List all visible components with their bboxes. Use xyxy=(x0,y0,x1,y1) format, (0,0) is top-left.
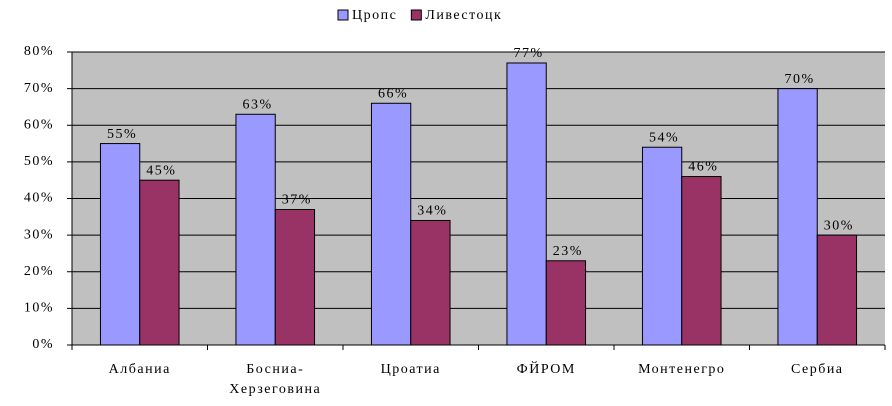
bar xyxy=(274,208,316,346)
bar xyxy=(410,219,451,346)
value-label: 23% xyxy=(553,244,583,259)
value-label: 77% xyxy=(514,46,544,61)
y-tick-label: 80% xyxy=(24,44,54,59)
value-label: 45% xyxy=(146,163,176,178)
x-tick-label: Босниа-Херзеговина xyxy=(229,362,322,397)
y-tick-label: 70% xyxy=(24,81,54,96)
x-tick-label: Цроатиа xyxy=(380,362,441,377)
x-tick-label: ФЙРОМ xyxy=(516,362,576,377)
value-label: 37% xyxy=(282,193,312,208)
y-tick-label: 50% xyxy=(24,154,54,169)
legend-swatch xyxy=(410,9,422,21)
value-label: 30% xyxy=(824,218,854,233)
bar xyxy=(681,176,722,346)
bar xyxy=(506,62,547,346)
bar xyxy=(777,88,818,346)
y-tick-label: 40% xyxy=(24,191,54,206)
x-tick-label: Сербиа xyxy=(790,362,844,377)
value-label: 63% xyxy=(243,97,273,112)
y-tick-label: 60% xyxy=(24,117,54,132)
x-tick-label: Албаниа xyxy=(108,362,171,377)
bar xyxy=(370,102,412,346)
bar xyxy=(99,143,141,346)
legend-label: Ливестоцк xyxy=(425,8,502,23)
legend-label: Цропс xyxy=(352,8,397,23)
x-tick-label: Монтенегро xyxy=(638,362,726,377)
value-label: 55% xyxy=(107,127,137,142)
y-tick-label: 30% xyxy=(24,227,54,242)
bar xyxy=(235,113,276,346)
value-label: 46% xyxy=(688,160,718,175)
bar xyxy=(641,146,683,346)
bar xyxy=(816,234,858,346)
y-tick-label: 20% xyxy=(24,264,54,279)
y-tick-label: 0% xyxy=(32,337,54,352)
bar xyxy=(139,179,180,346)
value-label: 70% xyxy=(785,72,815,87)
value-label: 34% xyxy=(417,204,447,219)
value-label: 66% xyxy=(378,86,408,101)
value-label: 54% xyxy=(649,130,679,145)
bar xyxy=(545,260,587,346)
legend-swatch xyxy=(337,9,349,21)
y-tick-label: 10% xyxy=(24,301,54,316)
